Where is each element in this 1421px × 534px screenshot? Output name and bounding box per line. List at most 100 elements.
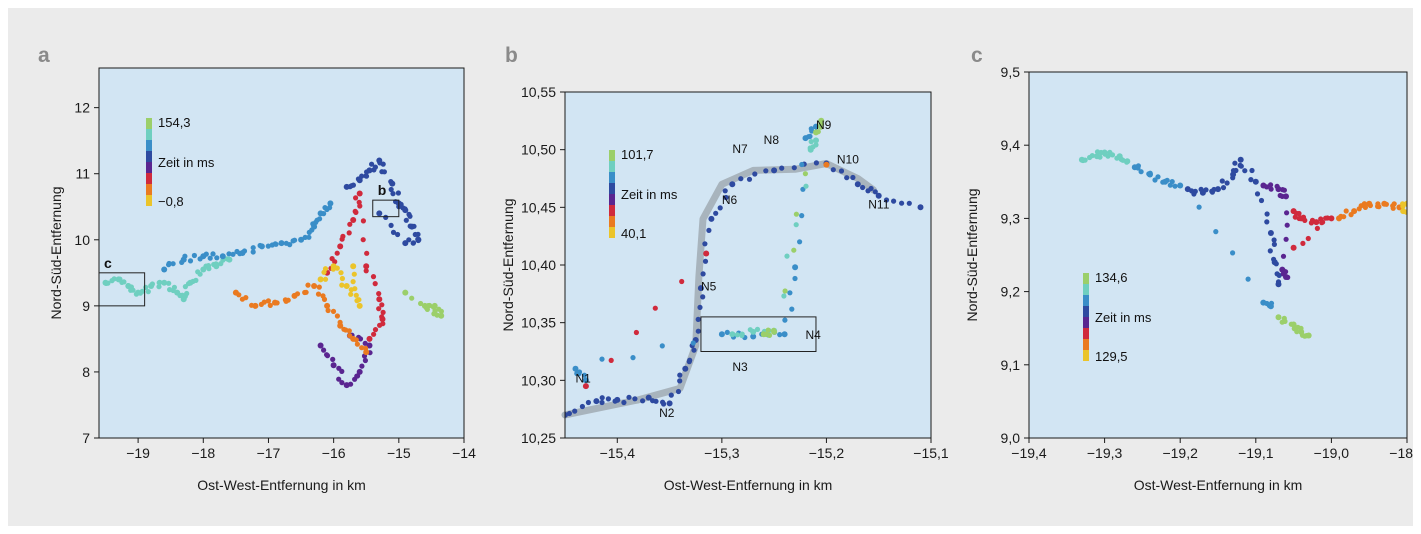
data-point [363, 349, 370, 356]
colorbar-max: 101,7 [621, 147, 654, 162]
data-point [292, 237, 298, 243]
data-point [802, 171, 809, 177]
data-point [325, 307, 331, 314]
data-point [311, 283, 318, 289]
data-point [808, 139, 814, 145]
data-point [1320, 219, 1326, 225]
data-point [356, 302, 363, 309]
data-point [792, 264, 799, 271]
data-point [363, 268, 369, 274]
data-point [353, 337, 359, 343]
data-point [343, 283, 350, 289]
y-tick-label: 8 [82, 364, 90, 380]
data-point [372, 281, 378, 287]
y-tick-label: 10,50 [521, 142, 556, 158]
data-point [1302, 217, 1308, 223]
data-point [1245, 276, 1251, 282]
data-point [582, 383, 589, 390]
data-point [1290, 244, 1297, 251]
data-point [765, 327, 771, 333]
data-point [1271, 237, 1277, 243]
x-tick-label: −19,2 [1162, 445, 1198, 461]
data-point [317, 276, 324, 283]
data-point [782, 317, 788, 323]
data-point [191, 252, 197, 259]
data-point [369, 161, 375, 167]
data-point [376, 291, 382, 297]
data-point [1248, 177, 1254, 183]
data-point [576, 369, 583, 375]
y-tick-label: 10,30 [521, 372, 556, 388]
data-point [337, 243, 344, 250]
data-point [752, 171, 758, 177]
data-point [356, 190, 363, 197]
data-point [1196, 204, 1202, 210]
node-label: N9 [816, 118, 832, 132]
data-point [381, 169, 387, 175]
data-point [339, 368, 345, 374]
data-point [579, 403, 586, 410]
data-point [411, 223, 417, 229]
data-point [383, 214, 389, 220]
node-label: N1 [575, 372, 591, 386]
data-point [1284, 210, 1290, 216]
node-label: N6 [722, 193, 738, 207]
data-points [102, 157, 445, 389]
data-point [274, 300, 280, 306]
colorbar-min: 129,5 [1095, 349, 1128, 364]
data-point [1268, 182, 1274, 188]
data-point [418, 300, 424, 307]
data-point [348, 381, 354, 387]
data-point [1376, 204, 1382, 210]
panel-label-a: a [38, 44, 50, 67]
data-point [380, 161, 386, 167]
data-point [1362, 204, 1368, 210]
data-point [1164, 177, 1170, 183]
data-point [1403, 209, 1407, 215]
data-point [1276, 272, 1282, 278]
data-point [170, 261, 176, 267]
data-point [366, 167, 373, 174]
data-point [784, 253, 790, 259]
data-point [390, 191, 396, 197]
data-points [1078, 149, 1407, 339]
data-point [356, 368, 363, 375]
data-point [854, 181, 861, 188]
data-point [1267, 248, 1273, 254]
data-point [317, 342, 324, 349]
colorbar-swatch [146, 184, 152, 195]
data-point [402, 240, 409, 247]
data-point [700, 271, 706, 277]
data-point [145, 289, 151, 295]
data-point [226, 256, 233, 263]
data-point [782, 288, 788, 294]
y-tick-label: 9 [82, 298, 90, 314]
data-point [1172, 183, 1178, 189]
data-point [226, 251, 232, 257]
data-point [777, 332, 783, 338]
axes-frame [98, 67, 465, 439]
data-point [117, 276, 123, 282]
data-point [376, 157, 383, 164]
data-point [691, 347, 697, 353]
data-point [799, 161, 805, 168]
data-point [868, 185, 874, 192]
colorbar-swatch [146, 118, 152, 129]
data-point [306, 234, 312, 240]
data-point [322, 266, 329, 272]
data-point [252, 302, 259, 309]
data-point [166, 280, 172, 286]
data-point [750, 328, 757, 335]
data-point [1249, 167, 1255, 174]
data-point [1313, 219, 1320, 226]
data-point [695, 328, 701, 334]
x-tick-label: −15 [387, 445, 411, 461]
data-point [702, 258, 709, 264]
data-point [823, 161, 830, 168]
data-point [621, 399, 627, 406]
data-point [359, 363, 365, 369]
data-point [572, 365, 579, 372]
x-tick-label: −16 [322, 445, 346, 461]
data-point [630, 355, 636, 361]
data-point [729, 331, 736, 338]
